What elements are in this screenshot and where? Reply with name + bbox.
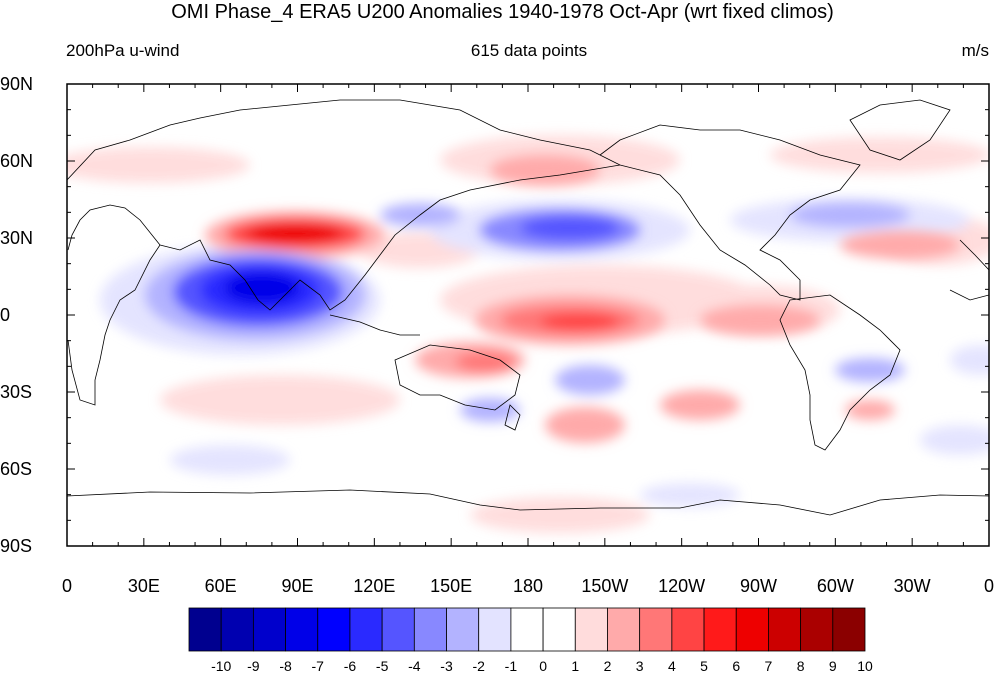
lon-label: 150W	[581, 576, 629, 596]
lon-label: 60E	[204, 576, 237, 596]
colorbar-label: 10	[857, 658, 873, 674]
colorbar-box	[768, 607, 802, 652]
colorbar-label: -2	[472, 658, 485, 674]
lat-label: 90N	[0, 74, 34, 94]
lon-label: 120E	[353, 576, 396, 596]
lat-label: 90S	[0, 536, 33, 556]
colorbar-box	[607, 607, 641, 652]
colorbar-box	[639, 607, 673, 652]
colorbar-box	[188, 607, 222, 652]
coastlines	[67, 99, 989, 516]
colorbar-box	[220, 607, 254, 652]
colorbar-box	[510, 607, 544, 652]
units-label: m/s	[961, 41, 989, 60]
colorbar-label: 1	[571, 658, 580, 674]
anomaly-field	[67, 84, 989, 546]
lon-label: 120W	[658, 576, 706, 596]
colorbar-label: 9	[828, 658, 837, 674]
colorbar-box	[349, 607, 383, 652]
colorbar-label: -5	[375, 658, 389, 674]
lon-label: 30W	[893, 576, 931, 596]
colorbar-box	[413, 607, 447, 652]
lon-label: 0	[61, 576, 72, 596]
colorbar-label: -3	[440, 658, 453, 674]
colorbar-box	[252, 607, 286, 652]
colorbar-box	[671, 607, 705, 652]
colorbar-label: -1	[504, 658, 518, 674]
colorbar-label: -4	[408, 658, 421, 674]
colorbar-box	[735, 607, 769, 652]
colorbar-box	[285, 607, 319, 652]
lon-label: 60W	[816, 576, 854, 596]
lon-label: 180	[512, 576, 544, 596]
colorbar-box	[542, 607, 576, 652]
map-title: OMI Phase_4 ERA5 U200 Anomalies 1940-197…	[171, 1, 834, 23]
colorbar-label: -6	[343, 658, 357, 674]
lat-label: 30S	[0, 382, 33, 402]
lon-label: 150E	[430, 576, 473, 596]
axis-ticks	[66, 83, 990, 547]
lon-label: 90W	[739, 576, 777, 596]
colorbar-box	[446, 607, 480, 652]
colorbar-label: -10	[211, 658, 232, 674]
colorbar-label: 8	[796, 658, 805, 674]
colorbar-box	[478, 607, 512, 652]
colorbar-label: 0	[539, 658, 547, 674]
colorbar-box	[832, 607, 866, 652]
colorbar-label: -8	[279, 658, 292, 674]
lon-label: 0	[983, 576, 994, 596]
colorbar-label: 6	[732, 658, 741, 674]
colorbar-label: 2	[603, 658, 612, 674]
colorbar-label: -9	[247, 658, 260, 674]
colorbar-label: -7	[311, 658, 324, 674]
colorbar-box	[574, 607, 608, 652]
colorbar-box	[800, 607, 834, 652]
colorbar-label: 5	[700, 658, 708, 674]
colorbar-label: 4	[667, 658, 676, 674]
lon-label: 30E	[127, 576, 160, 596]
lat-label: 60N	[0, 151, 34, 171]
colorbar-label: 3	[635, 658, 644, 674]
colorbar-label: 7	[764, 658, 773, 674]
colorbar	[188, 607, 866, 652]
colorbar-box	[381, 607, 415, 652]
lat-label: 0	[0, 305, 11, 325]
lon-label: 90E	[281, 576, 314, 596]
colorbar-box	[703, 607, 737, 652]
data-count-label: 615 data points	[470, 41, 588, 60]
colorbar-box	[317, 607, 351, 652]
variable-label: 200hPa u-wind	[66, 41, 180, 60]
lat-label: 30N	[0, 228, 34, 248]
lat-label: 60S	[0, 459, 33, 479]
